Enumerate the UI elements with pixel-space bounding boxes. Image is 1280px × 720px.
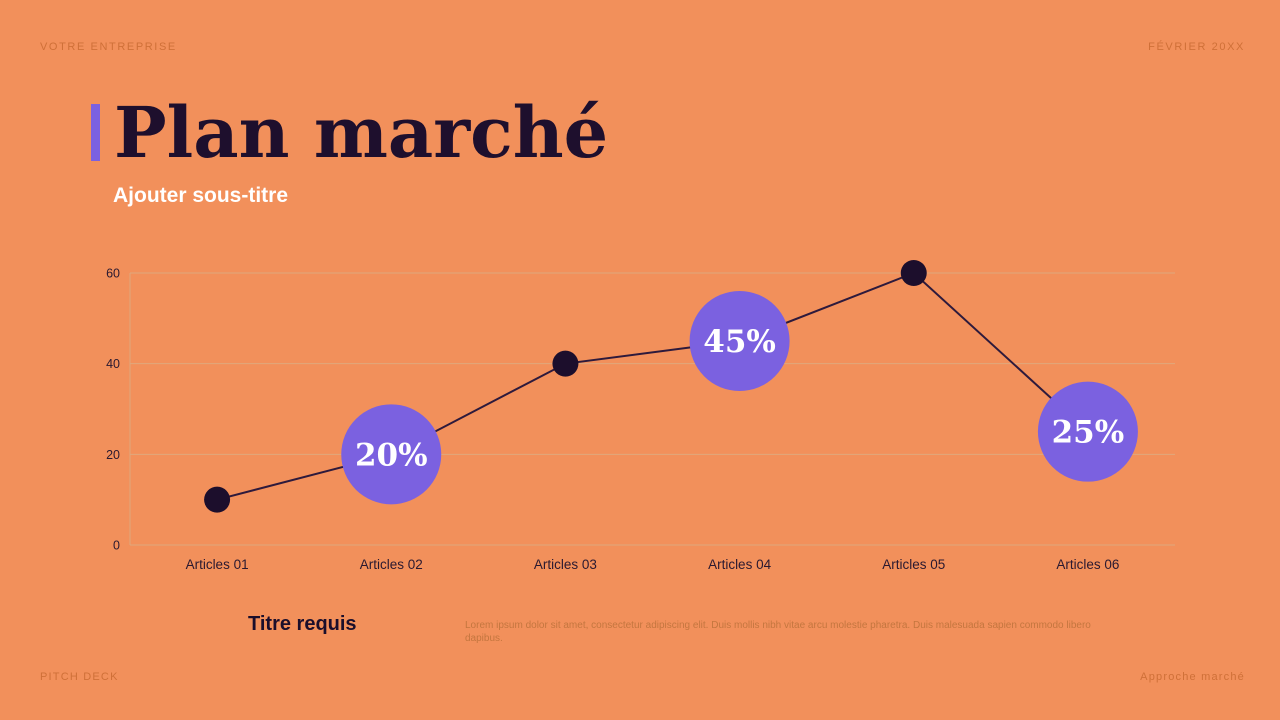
top-bar: VOTRE ENTREPRISE FÉVRIER 20XX [40,41,1245,53]
title-block: Plan marché [91,96,608,170]
percent-bubble-label: 45% [703,324,776,360]
x-category-label: Articles 03 [534,557,597,572]
x-category-label: Articles 02 [360,557,423,572]
footer-right: Approche marché [1140,671,1245,683]
footer: PITCH DECK Approche marché [40,671,1245,683]
x-category-label: Articles 06 [1056,557,1119,572]
slide-subtitle: Ajouter sous-titre [113,184,289,207]
data-point-dot [204,486,231,513]
line-chart: 0 20 40 60 Articles 01 Articles 02 Articles 03… [106,260,1175,572]
company-name: VOTRE ENTREPRISE [40,41,177,53]
x-category-label: Articles 04 [708,557,772,572]
y-tick-label: 0 [113,539,120,553]
x-category-label: Articles 01 [186,557,249,572]
data-point-dot [552,350,579,377]
percent-bubble-label: 25% [1052,415,1125,451]
percent-bubble [341,404,442,505]
caption-text: Lorem ipsum dolor sit amet, consectetur … [465,620,1091,644]
x-category-label: Articles 05 [882,557,945,572]
y-tick-label: 60 [106,267,120,281]
slide-title: Plan marché [114,91,609,174]
data-point-dot [900,260,927,286]
caption-title: Titre requis [248,613,357,635]
date-label: FÉVRIER 20XX [1148,41,1245,53]
y-tick-label: 20 [106,448,120,462]
title-accent-bar [91,104,100,162]
footer-left: PITCH DECK [40,671,119,683]
percent-bubble-label: 20% [355,437,428,473]
percent-bubble [689,291,790,391]
y-tick-label: 40 [106,357,120,371]
percent-bubble [1037,381,1138,482]
